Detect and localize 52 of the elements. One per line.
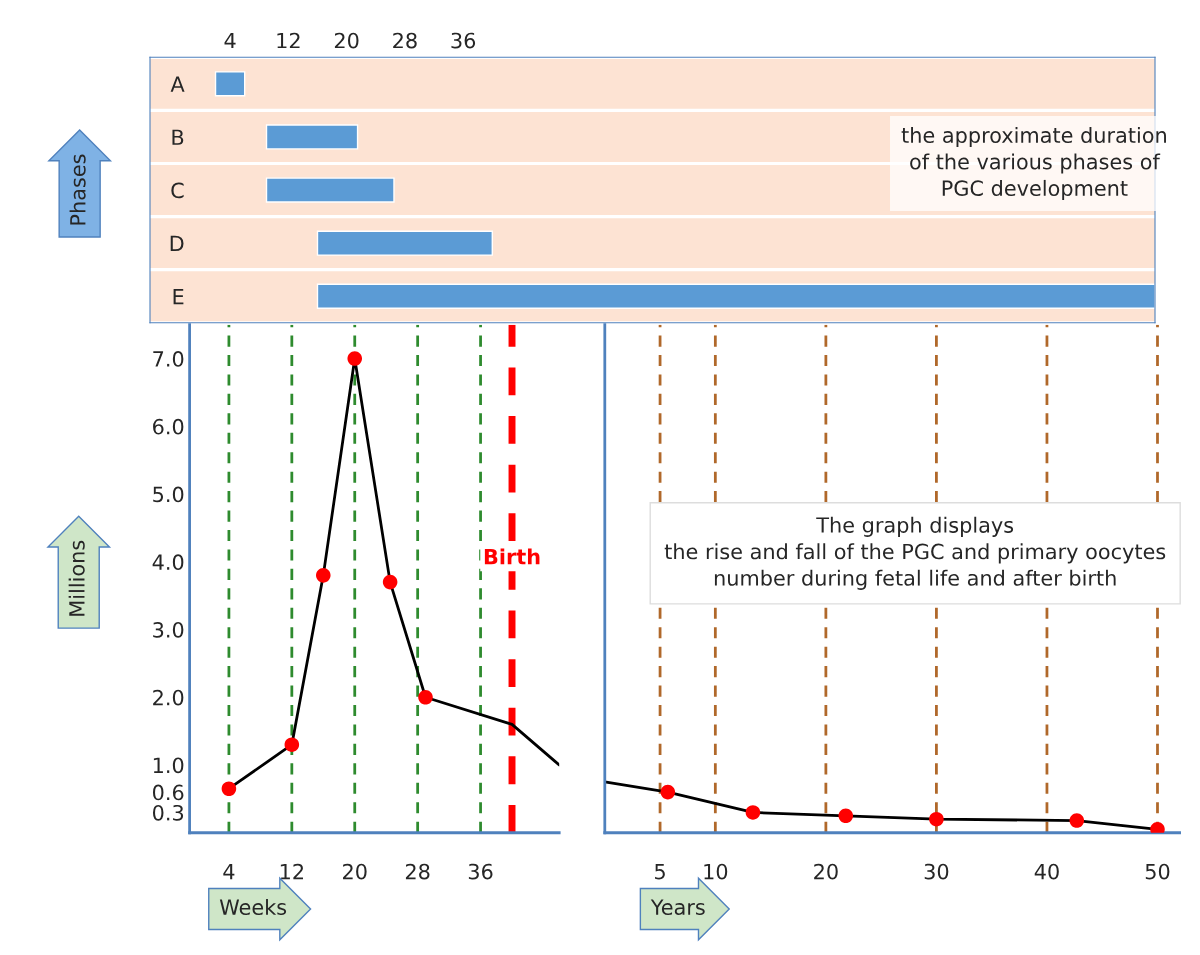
y-tick-label: E: [173, 288, 184, 305]
point: [745, 805, 761, 820]
x-tick-label: 50: [1145, 863, 1170, 880]
point: [660, 784, 676, 800]
x-tick-label: 40: [1034, 863, 1059, 880]
point: [838, 808, 854, 824]
y-tick-label: D: [170, 235, 184, 252]
x-tick-label: 10: [704, 863, 728, 880]
x-tick-label: 12: [277, 32, 300, 49]
point: [382, 574, 398, 590]
bar: [214, 71, 246, 97]
y-tick-label: 3.0: [153, 621, 184, 638]
x-tick-label: 5: [655, 863, 665, 880]
point: [284, 737, 300, 752]
x-tick-label: 4: [223, 863, 235, 880]
y-tick-label: 6.0: [153, 418, 184, 435]
y-tick-label: 0.6: [152, 784, 184, 801]
annotation: The graph displays the rise and fall of the PGC and primary oocytes number during fetal life and after birth: [664, 516, 1166, 590]
y-tick-label: 5.0: [153, 486, 184, 503]
point: [929, 811, 944, 827]
x-tick-label: 36: [451, 32, 476, 49]
x-tick-label: 28: [405, 863, 430, 880]
y-tick-label: B: [172, 129, 184, 145]
y-tick-label: 2.0: [153, 689, 184, 706]
x-axis-title: Weeks: [219, 898, 287, 916]
x-tick-label: 4: [224, 32, 236, 49]
x-tick-label: 20: [343, 863, 367, 880]
y-axis-title: Phases: [69, 154, 86, 225]
y-tick-label: 4.0: [152, 554, 184, 571]
point: [221, 781, 237, 797]
y-axis-title: Millions: [68, 540, 85, 616]
bar: [316, 230, 493, 256]
y-tick-label: A: [170, 76, 185, 92]
x-tick-label: 20: [334, 32, 359, 49]
x-tick-label: 20: [814, 863, 838, 880]
y-tick-label: C: [171, 182, 184, 199]
annotation: the approximate duration of the various phases of PGC development: [901, 126, 1166, 201]
x-tick-label: 28: [393, 32, 417, 49]
point: [1069, 813, 1085, 828]
y-tick-label: 7.0: [153, 351, 184, 367]
point: [347, 351, 363, 366]
bar: [265, 124, 359, 150]
ref-line-label: Birth: [484, 548, 540, 565]
x-axis-title: Years: [650, 899, 705, 916]
x-tick-label: 30: [924, 863, 949, 880]
x-tick-label: 12: [280, 863, 303, 880]
point: [316, 568, 331, 583]
y-tick-label: 0.3: [152, 804, 184, 821]
bar: [265, 177, 395, 203]
y-tick-label: 1.0: [153, 757, 184, 774]
point: [418, 689, 433, 705]
x-tick-label: 36: [468, 863, 493, 880]
